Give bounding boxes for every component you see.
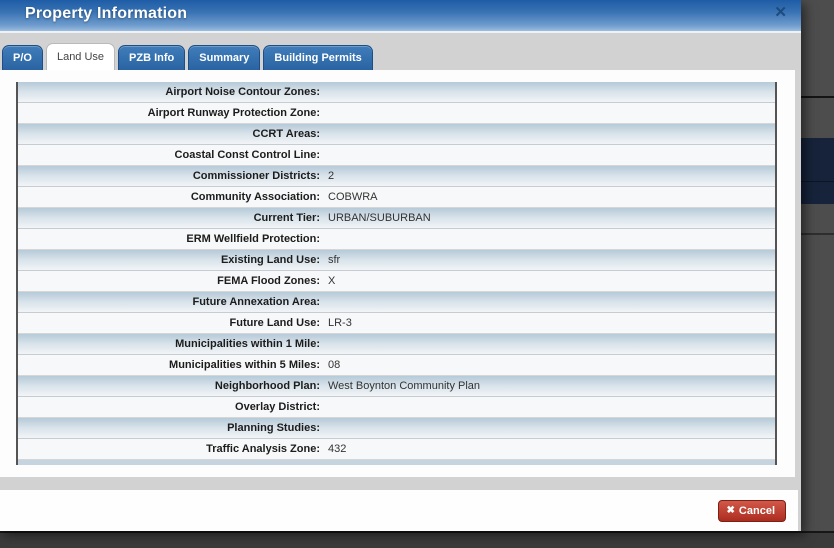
background-highlight-row xyxy=(801,138,834,204)
field-value: 08 xyxy=(328,359,341,371)
land-use-table: Airport Noise Contour Zones: Airport Runw… xyxy=(16,82,777,465)
table-row: Overlay District: xyxy=(18,397,775,418)
tab-land-use[interactable]: Land Use xyxy=(45,43,116,70)
table-row: Future Land Use: LR-3 xyxy=(18,313,775,334)
field-value: X xyxy=(328,275,336,287)
tab-building-permits[interactable]: Building Permits xyxy=(263,45,373,70)
field-label: Commissioner Districts: xyxy=(192,170,320,182)
cancel-button[interactable]: ✖ Cancel xyxy=(717,500,786,522)
dialog-buttonpane: ✖ Cancel xyxy=(0,490,798,531)
field-label: Overlay District: xyxy=(235,401,320,413)
background-divider xyxy=(801,233,834,235)
field-label: Municipalities within 1 Mile: xyxy=(175,338,320,350)
field-value: 432 xyxy=(328,443,347,455)
field-label: Coastal Const Control Line: xyxy=(174,149,320,161)
property-information-dialog: Property Information ✕ P/O Land Use PZB In… xyxy=(0,0,801,531)
field-label: Current Tier: xyxy=(253,212,320,224)
background-panel xyxy=(801,0,834,548)
tab-pzb-info[interactable]: PZB Info xyxy=(118,45,186,70)
field-label: Future Annexation Area: xyxy=(192,296,320,308)
table-row: Coastal Const Control Line: xyxy=(18,145,775,166)
dialog-titlebar: Property Information ✕ xyxy=(0,0,801,33)
field-label: FEMA Flood Zones: xyxy=(217,275,320,287)
tab-bar: P/O Land Use PZB Info Summary Building Permi… xyxy=(0,33,801,70)
field-label: Future Land Use: xyxy=(229,317,320,329)
table-row: FEMA Flood Zones: X xyxy=(18,271,775,292)
field-value xyxy=(322,124,775,144)
field-value: LR-3 xyxy=(328,317,352,329)
field-value xyxy=(322,103,775,123)
close-icon[interactable]: ✕ xyxy=(774,4,787,21)
background-bottom-bar xyxy=(0,531,834,548)
tab-summary[interactable]: Summary xyxy=(188,45,261,70)
field-label: Existing Land Use: xyxy=(220,254,320,266)
dialog-title: Property Information xyxy=(25,5,188,22)
field-label: Airport Noise Contour Zones: xyxy=(165,86,320,98)
table-row: Commissioner Districts: 2 xyxy=(18,166,775,187)
table-row: Municipalities within 1 Mile: xyxy=(18,334,775,355)
table-row: Municipalities within 5 Miles: 08 xyxy=(18,355,775,376)
table-row: Airport Runway Protection Zone: xyxy=(18,103,775,124)
field-label: Neighborhood Plan: xyxy=(214,380,320,392)
field-label: Traffic Analysis Zone: xyxy=(206,443,320,455)
field-value xyxy=(322,418,775,438)
table-row: Future Annexation Area: xyxy=(18,292,775,313)
tab-p-o[interactable]: P/O xyxy=(2,45,43,70)
field-value xyxy=(322,82,775,102)
field-label: ERM Wellfield Protection: xyxy=(186,233,320,245)
field-label: CCRT Areas: xyxy=(252,128,320,140)
background-divider xyxy=(801,96,834,98)
field-value xyxy=(322,229,775,249)
cancel-label: Cancel xyxy=(738,505,775,517)
field-label: Municipalities within 5 Miles: xyxy=(169,359,320,371)
table-row: Existing Land Use: sfr xyxy=(18,250,775,271)
table-row: Traffic Analysis Zone: 432 xyxy=(18,439,775,460)
table-row: Community Association: COBWRA xyxy=(18,187,775,208)
field-value: sfr xyxy=(328,254,341,266)
table-row: Neighborhood Plan: West Boynton Community… xyxy=(18,376,775,397)
field-value: COBWRA xyxy=(328,191,378,203)
field-value xyxy=(322,292,775,312)
table-row: CCRT Areas: xyxy=(18,124,775,145)
field-label: Planning Studies: xyxy=(227,422,320,434)
table-row: Planning Studies: xyxy=(18,418,775,439)
table-row: ERM Wellfield Protection: xyxy=(18,229,775,250)
table-row: Current Tier: URBAN/SUBURBAN xyxy=(18,208,775,229)
field-value xyxy=(322,334,775,354)
field-value: 2 xyxy=(328,170,335,182)
table-row-partial xyxy=(18,460,775,465)
cancel-icon: ✖ xyxy=(726,505,735,516)
field-value xyxy=(322,397,775,417)
background-highlight-divider xyxy=(801,181,834,182)
table-row: Airport Noise Contour Zones: xyxy=(18,82,775,103)
field-value: URBAN/SUBURBAN xyxy=(328,212,431,224)
field-value xyxy=(322,145,775,165)
field-label: Community Association: xyxy=(190,191,320,203)
field-label: Airport Runway Protection Zone: xyxy=(147,107,320,119)
field-value: West Boynton Community Plan xyxy=(328,380,481,392)
